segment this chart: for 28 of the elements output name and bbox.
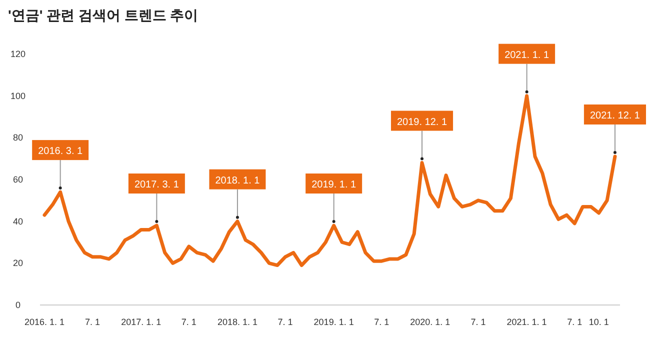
- x-tick-label: 2019. 1. 1: [314, 317, 354, 327]
- x-tick-label: 7. 1: [181, 317, 196, 327]
- x-tick-label: 7. 1: [374, 317, 390, 327]
- chart-title: '연금' 관련 검색어 트렌드 추이: [8, 7, 198, 23]
- annotation: 2019. 12. 1: [396, 116, 448, 128]
- annotation: 2019. 1. 1: [312, 180, 357, 191]
- x-tick-label: 2018. 1. 1: [217, 317, 258, 327]
- annotation: 2016. 3. 1: [38, 146, 84, 158]
- y-tick-label: 100: [10, 90, 26, 101]
- x-tick-label: 7. 1: [85, 317, 100, 327]
- x-tick-label: 2020. 1. 1: [410, 317, 450, 327]
- y-tick-label: 120: [10, 49, 26, 59]
- x-tick-label: 10. 1: [588, 317, 609, 327]
- y-tick-label: 40: [12, 216, 24, 226]
- x-tick-label: 2021. 1. 1: [506, 317, 547, 327]
- x-tick-label: 2016. 1. 1: [24, 317, 65, 327]
- y-tick-label: 80: [12, 132, 24, 143]
- y-tick-label: 20: [12, 258, 24, 268]
- x-tick-label: 7. 1: [470, 317, 486, 327]
- annotation: 2018. 1. 1: [215, 175, 260, 186]
- x-tick-label: 2017. 1. 1: [121, 317, 162, 327]
- annotation: 2017. 3. 1: [134, 180, 180, 191]
- x-tick-label: 7. 1: [278, 317, 293, 327]
- annotation: 2021. 12. 1: [590, 110, 640, 122]
- annotation: 2021. 1. 1: [504, 50, 550, 61]
- y-tick-label: 60: [12, 174, 24, 184]
- y-tick-label: 0: [15, 300, 21, 310]
- x-tick-label: 7. 1: [567, 317, 582, 327]
